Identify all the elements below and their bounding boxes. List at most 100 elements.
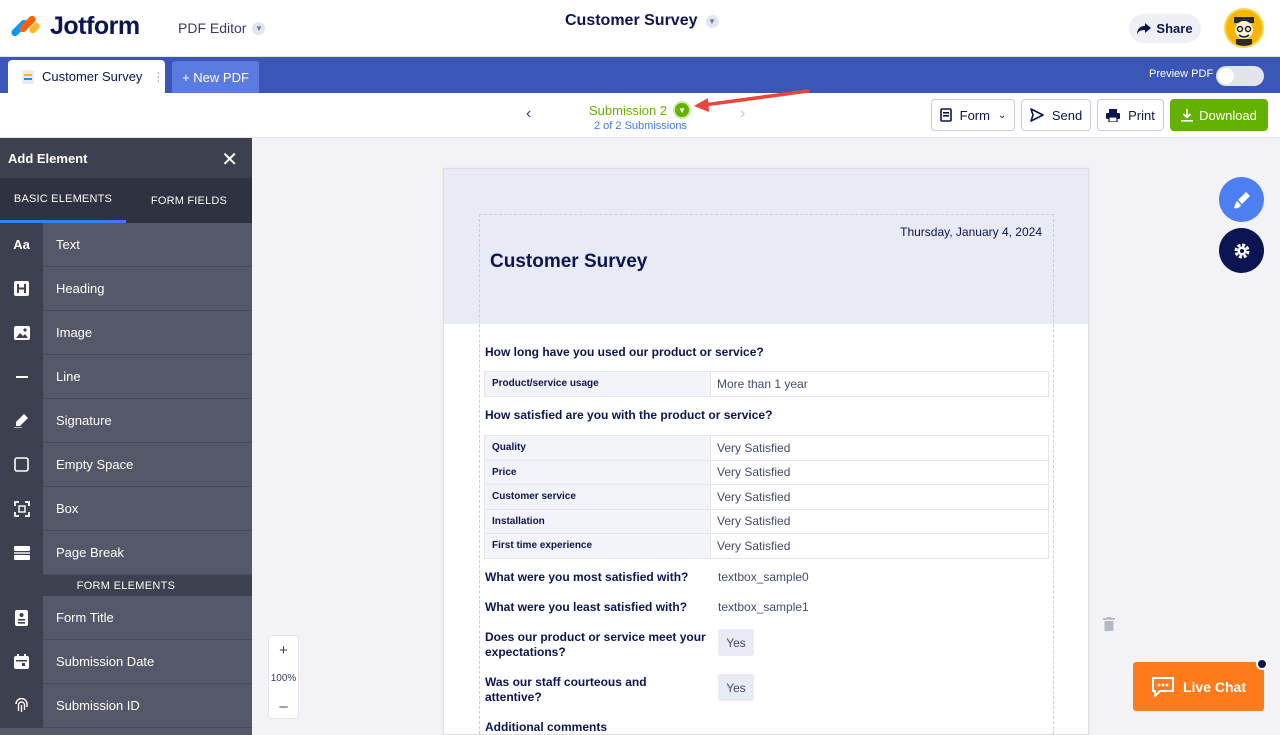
tab-customer-survey[interactable]: Customer Survey ⋮: [8, 60, 165, 93]
question-usage-duration[interactable]: How long have you used our product or se…: [485, 345, 764, 359]
user-avatar[interactable]: [1224, 8, 1264, 48]
element-line[interactable]: Line: [0, 354, 252, 399]
table-row: First time experience Very Satisfied: [484, 533, 1049, 559]
document-icon: [22, 69, 34, 84]
tab-label: Customer Survey: [42, 69, 143, 84]
top-bar: Jotform PDF Editor ▼ Customer Survey ▼ S…: [0, 0, 1280, 57]
answer-staff[interactable]: Yes: [718, 674, 754, 701]
form-title-icon: [0, 595, 43, 640]
element-submission-date[interactable]: Submission Date: [0, 639, 252, 684]
settings-button[interactable]: [1219, 228, 1264, 273]
element-page-break[interactable]: Page Break: [0, 530, 252, 575]
submission-toolbar: ‹ Submission 2 ▼ 2 of 2 Submissions › Fo…: [0, 93, 1280, 138]
question-most-satisfied[interactable]: What were you most satisfied with?: [485, 570, 689, 584]
jotform-logo[interactable]: Jotform: [9, 12, 140, 41]
table-key: First time experience: [484, 533, 711, 559]
table-key: Customer service: [484, 484, 711, 510]
printer-icon: [1106, 108, 1121, 122]
page-margin-guide: [479, 214, 1054, 734]
live-chat-label: Live Chat: [1182, 678, 1246, 695]
trash-icon[interactable]: [1103, 617, 1115, 634]
chevron-down-icon[interactable]: ▼: [673, 101, 692, 119]
element-label: Page Break: [56, 545, 124, 560]
app-switcher[interactable]: PDF Editor ▼: [178, 20, 266, 36]
text-aa-icon: Aa: [0, 222, 43, 267]
design-brush-button[interactable]: [1219, 177, 1264, 222]
download-icon: [1181, 108, 1194, 122]
submission-date[interactable]: Thursday, January 4, 2024: [900, 225, 1042, 239]
download-button[interactable]: Download: [1170, 99, 1268, 131]
print-button[interactable]: Print: [1097, 99, 1164, 131]
element-label: Box: [56, 501, 79, 516]
form-label: Form: [959, 107, 990, 123]
element-label: Signature: [56, 413, 112, 428]
element-heading[interactable]: Heading: [0, 266, 252, 311]
element-image[interactable]: Image: [0, 310, 252, 355]
previous-submission-chevron-icon[interactable]: ‹: [526, 105, 532, 122]
jotform-logo-mark-icon: [9, 13, 42, 40]
avatar-character-icon: [1234, 17, 1254, 46]
chat-bubble-icon: [1151, 676, 1174, 697]
submission-count: 2 of 2 Submissions: [594, 120, 687, 132]
send-label: Send: [1051, 107, 1083, 123]
fingerprint-icon: [0, 683, 43, 728]
chevron-down-icon: ▼: [252, 21, 266, 35]
panel-title: Add Element: [8, 150, 88, 166]
table-value: Very Satisfied: [710, 533, 1049, 559]
table-value: Very Satisfied: [710, 435, 1049, 461]
submission-selector[interactable]: Submission 2 ▼: [589, 101, 692, 119]
element-label: Line: [56, 369, 81, 384]
element-form-title[interactable]: Form Title: [0, 595, 252, 640]
next-submission-chevron-icon[interactable]: ›: [740, 105, 746, 122]
document-title-label: Customer Survey: [565, 12, 698, 29]
element-empty-space[interactable]: Empty Space: [0, 442, 252, 487]
form-title[interactable]: Customer Survey: [490, 251, 648, 272]
element-label: Empty Space: [56, 457, 134, 472]
element-submission-id[interactable]: Submission ID: [0, 683, 252, 728]
new-pdf-button[interactable]: + New PDF: [172, 61, 259, 93]
close-icon[interactable]: ✕: [221, 149, 238, 171]
question-least-satisfied[interactable]: What were you least satisfied with?: [485, 600, 688, 614]
table-value: Very Satisfied: [710, 508, 1049, 534]
element-label: Submission ID: [56, 698, 140, 713]
tab-basic-elements[interactable]: BASIC ELEMENTS: [0, 178, 126, 223]
paint-brush-icon: [1233, 191, 1250, 208]
share-button[interactable]: Share: [1129, 14, 1201, 43]
answer-expectations[interactable]: Yes: [718, 629, 754, 656]
form-dropdown-button[interactable]: Form ⌄: [931, 99, 1015, 131]
send-button[interactable]: Send: [1021, 99, 1091, 131]
element-text[interactable]: Aa Text: [0, 222, 252, 267]
app-name-label: PDF Editor: [178, 20, 247, 36]
image-icon: [0, 310, 43, 355]
panel-tabs: BASIC ELEMENTS FORM FIELDS: [0, 178, 252, 223]
live-chat-button[interactable]: Live Chat: [1133, 658, 1268, 711]
question-additional-comments[interactable]: Additional comments: [485, 720, 608, 734]
element-label: Text: [56, 237, 80, 252]
table-row: Customer service Very Satisfied: [484, 484, 1049, 510]
table-row: Quality Very Satisfied: [484, 435, 1049, 461]
element-signature[interactable]: Signature: [0, 398, 252, 443]
question-expectations[interactable]: Does our product or service meet your ex…: [485, 630, 706, 659]
notification-dot: [1256, 658, 1268, 670]
answer-least-satisfied[interactable]: textbox_sample1: [718, 600, 809, 614]
answer-table-satisfaction[interactable]: Quality Very Satisfied Price Very Satisf…: [484, 435, 1049, 559]
download-label: Download: [1199, 107, 1257, 123]
answer-table-usage[interactable]: Product/service usage More than 1 year: [484, 371, 1049, 397]
zoom-out-button[interactable]: –: [279, 697, 288, 715]
question-satisfaction[interactable]: How satisfied are you with the product o…: [485, 408, 773, 422]
send-paper-plane-icon: [1030, 108, 1044, 122]
question-staff[interactable]: Was our staff courteous and attentive?: [485, 675, 647, 704]
line-icon: [0, 354, 43, 399]
zoom-control: + 100% –: [268, 635, 299, 719]
chevron-down-icon: ⌄: [997, 109, 1007, 121]
table-row: Installation Very Satisfied: [484, 508, 1049, 534]
print-label: Print: [1128, 107, 1155, 123]
zoom-in-button[interactable]: +: [279, 641, 288, 659]
preview-pdf-toggle[interactable]: [1216, 66, 1264, 86]
more-vertical-icon[interactable]: ⋮: [152, 69, 165, 84]
answer-most-satisfied[interactable]: textbox_sample0: [718, 570, 809, 584]
element-box[interactable]: Box: [0, 486, 252, 531]
tab-form-fields[interactable]: FORM FIELDS: [150, 194, 228, 207]
page-header-band: [444, 169, 1088, 324]
document-title[interactable]: Customer Survey ▼: [565, 12, 719, 30]
